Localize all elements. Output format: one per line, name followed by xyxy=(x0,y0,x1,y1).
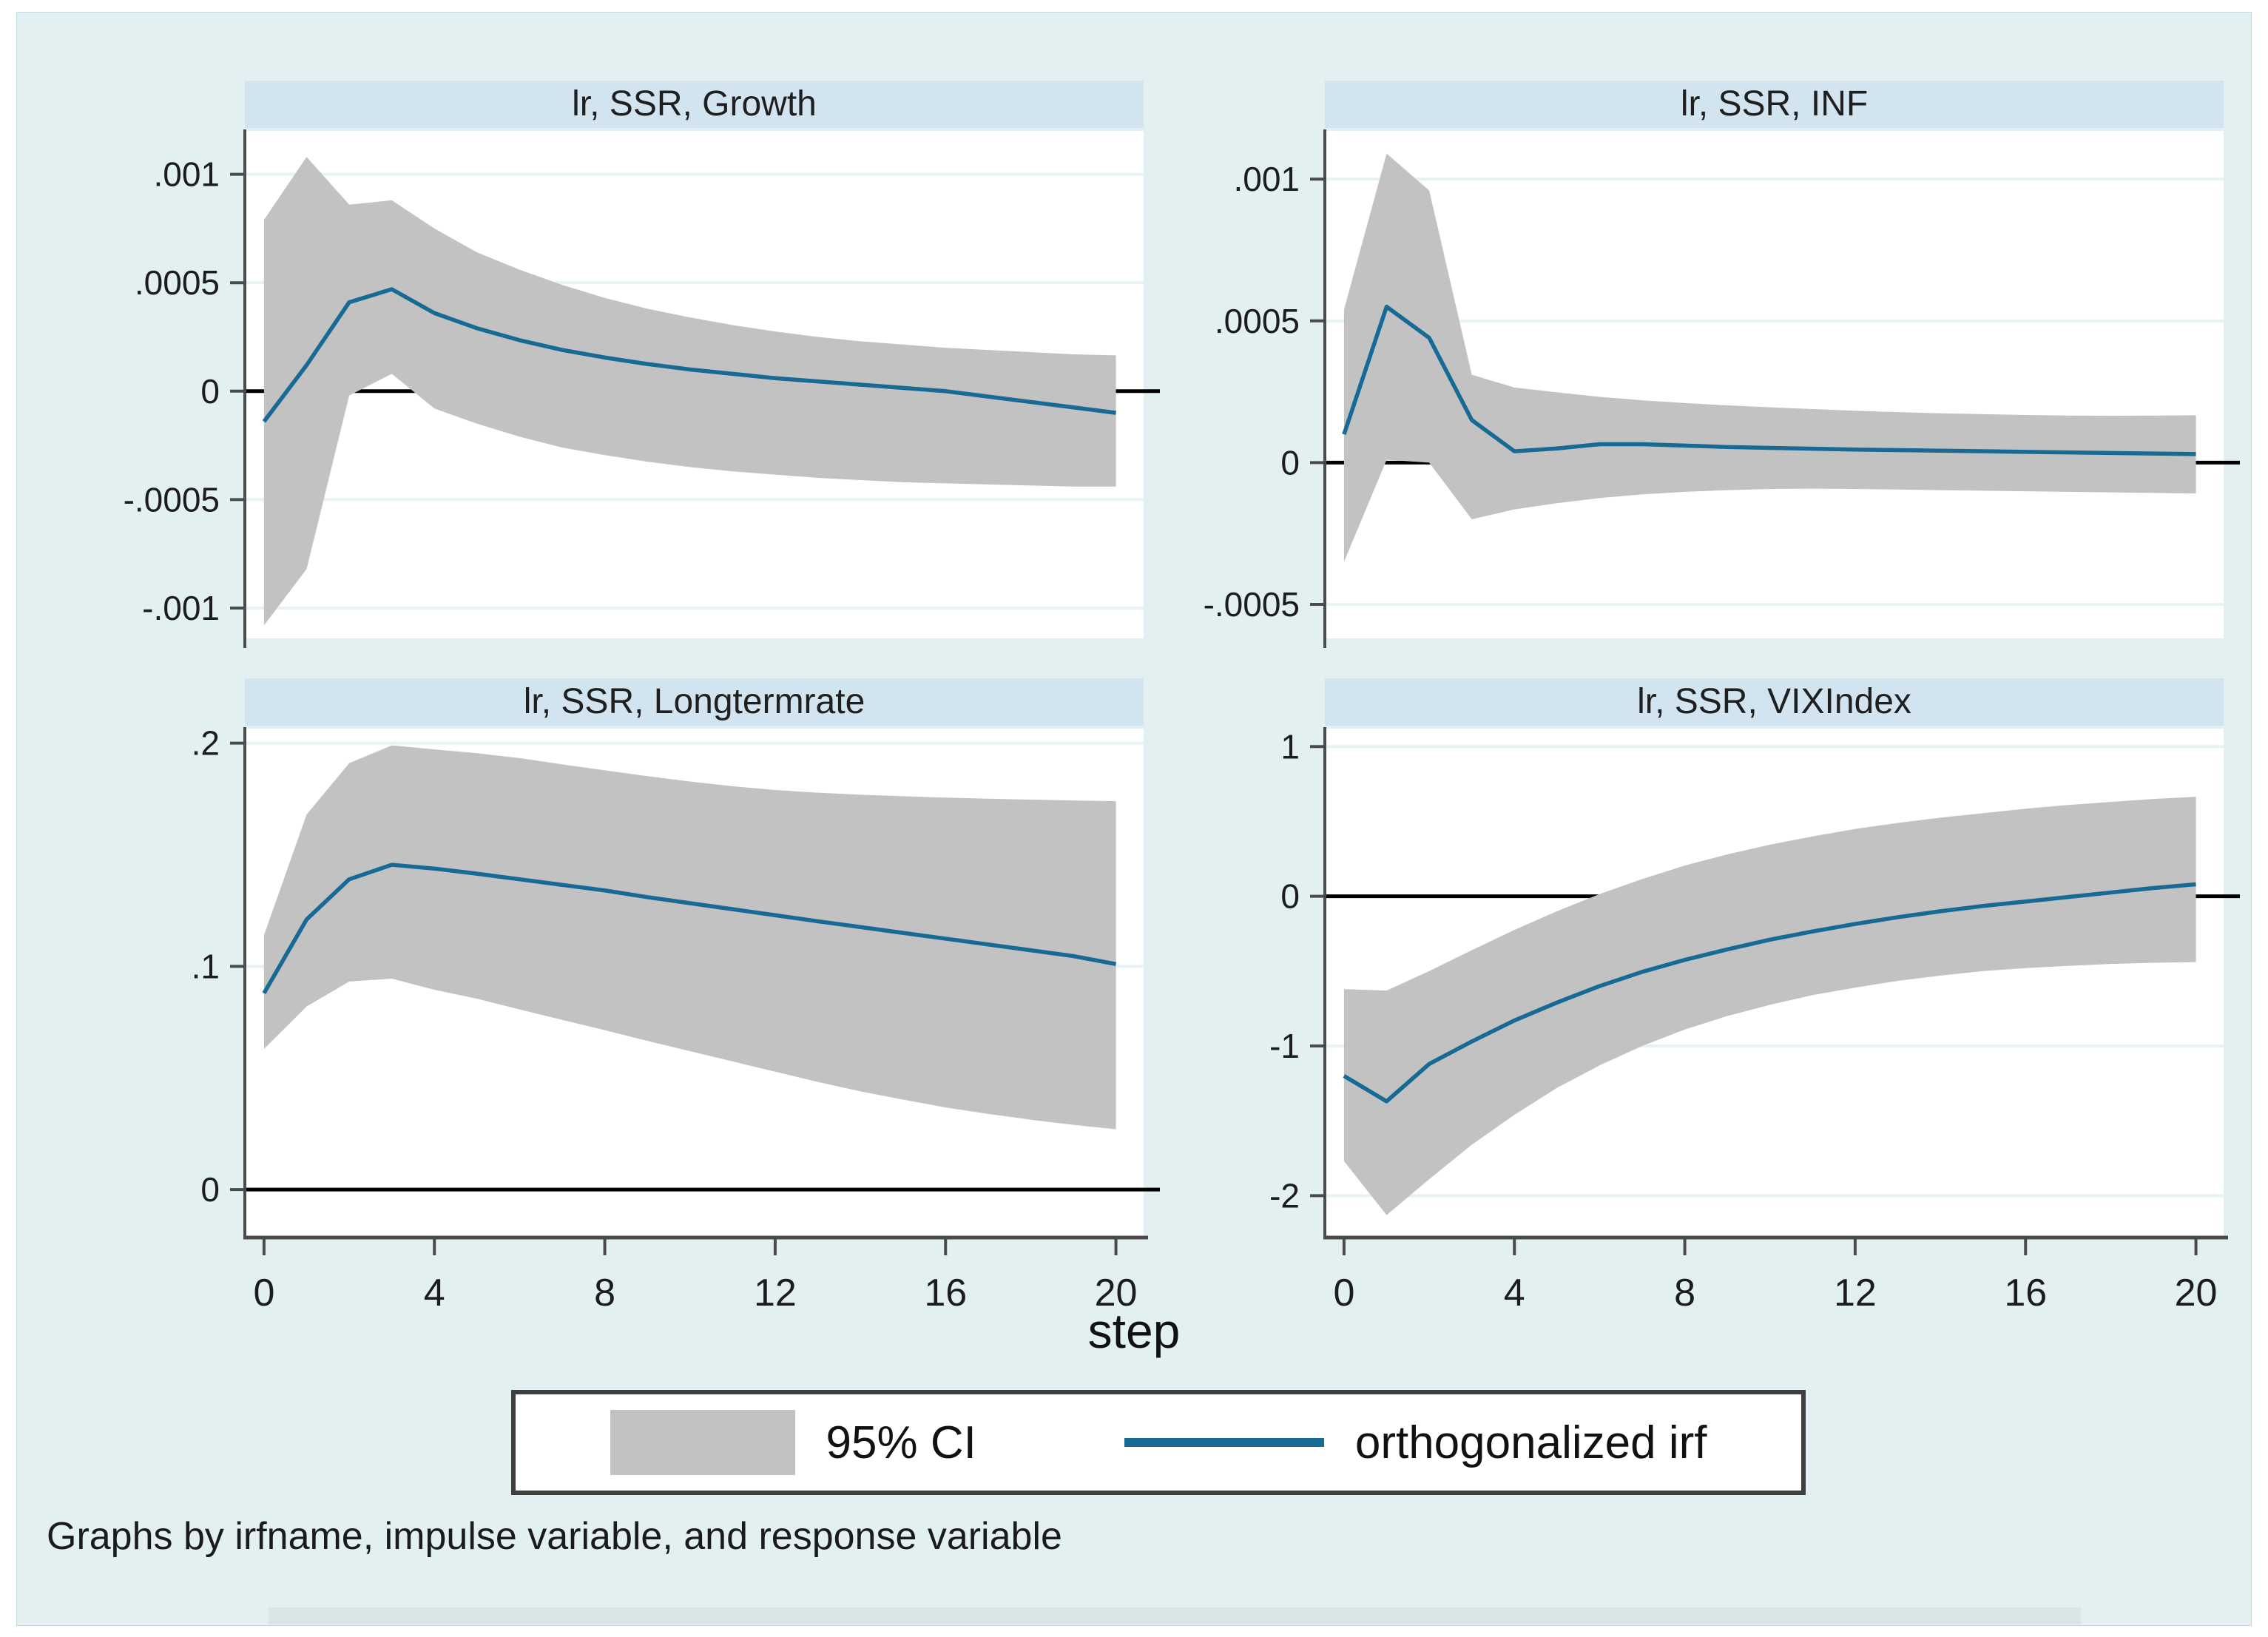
x-tick-label: 12 xyxy=(754,1272,797,1314)
ci-band xyxy=(1343,153,2196,562)
ci-band xyxy=(263,157,1116,626)
irf-panel-vixindex: lr, SSR, VIXIndex 1 0 -1 -2 0 4 8 12 16 20 xyxy=(1192,678,2242,1326)
irf-panel-inf: lr, SSR, INF .001 .0005 0 -.0005 xyxy=(1192,81,2242,650)
x-tick-label: 16 xyxy=(2004,1272,2047,1314)
bottom-shade xyxy=(269,1607,2081,1624)
irf-line xyxy=(262,863,1117,994)
x-tick-label: 16 xyxy=(924,1272,967,1314)
irf-chart-growth: .001 .0005 0 -.0005 -.001 xyxy=(124,129,1160,648)
y-tick-label: .0005 xyxy=(135,263,220,302)
ci-band xyxy=(1343,797,2196,1215)
ci-legend-label: 95% CI xyxy=(826,1417,976,1468)
panel-title-inf: lr, SSR, INF xyxy=(1325,81,2224,128)
y-tick-label: -.0005 xyxy=(124,480,220,519)
panel-title-vixindex: lr, SSR, VIXIndex xyxy=(1325,678,2224,726)
x-tick-label: 8 xyxy=(1674,1272,1695,1314)
plot-area-group: .2 .1 0 0 4 8 12 16 20 xyxy=(192,727,1160,1314)
panel-title-growth: lr, SSR, Growth xyxy=(245,81,1144,128)
x-axis-label: step xyxy=(1087,1303,1181,1358)
ci-band xyxy=(263,745,1116,1130)
y-tick-label: -.001 xyxy=(142,589,220,627)
graphs-by-note: Graphs by irfname, impulse variable, and… xyxy=(47,1515,1062,1558)
y-tick-label: 0 xyxy=(200,1170,220,1209)
plot-area-group: 1 0 -1 -2 0 4 8 12 16 20 xyxy=(1269,727,2240,1314)
x-tick-label: 20 xyxy=(2175,1272,2218,1314)
irf-chart-vixindex: 1 0 -1 -2 0 4 8 12 16 20 xyxy=(1269,727,2240,1314)
ci-band-swatch xyxy=(610,1410,795,1475)
plot-area-group: .001 .0005 0 -.0005 xyxy=(1204,129,2240,648)
irf-line xyxy=(1342,304,2196,456)
y-tick-label: -.0005 xyxy=(1204,585,1300,624)
irf-panel-growth: lr, SSR, Growth .001 .0005 0 -.0005 -.001 xyxy=(112,81,1162,650)
irf-panel-longtermrate: lr, SSR, Longtermrate .2 .1 0 0 4 8 12 16 20 xyxy=(112,678,1162,1326)
irf-line-swatch xyxy=(1124,1438,1324,1447)
y-tick-label: .001 xyxy=(153,155,220,194)
x-tick-label: 12 xyxy=(1834,1272,1877,1314)
x-tick-label: 0 xyxy=(253,1272,274,1314)
x-tick-label: 4 xyxy=(1504,1272,1525,1314)
y-tick-label: 1 xyxy=(1280,727,1300,766)
irf-legend-label: orthogonalized irf xyxy=(1354,1417,1707,1468)
y-tick-label: .0005 xyxy=(1215,302,1300,340)
irf-chart-longtermrate: .2 .1 0 0 4 8 12 16 20 xyxy=(192,727,1160,1314)
y-tick-label: 0 xyxy=(1280,877,1300,916)
irf-line xyxy=(1343,882,2196,1104)
y-tick-label: 0 xyxy=(200,372,220,411)
x-tick-label: 4 xyxy=(424,1272,445,1314)
x-tick-label: 0 xyxy=(1333,1272,1354,1314)
y-tick-label: .1 xyxy=(192,947,220,985)
y-tick-label: .001 xyxy=(1233,160,1300,198)
panel-title-longtermrate: lr, SSR, Longtermrate xyxy=(245,678,1144,726)
y-tick-label: .2 xyxy=(192,727,220,763)
graph-canvas: lr, SSR, Growth .001 .0005 0 -.0005 -.001 lr… xyxy=(16,12,2252,1626)
irf-chart-inf: .001 .0005 0 -.0005 xyxy=(1204,129,2240,648)
plot-area-group: .001 .0005 0 -.0005 -.001 xyxy=(124,129,1160,648)
y-tick-label: 0 xyxy=(1280,443,1300,482)
legend: 95% CI orthogonalized irf xyxy=(511,1390,1806,1495)
y-tick-label: -2 xyxy=(1269,1176,1300,1215)
x-tick-label: 20 xyxy=(1095,1272,1138,1314)
x-tick-label: 8 xyxy=(594,1272,615,1314)
irf-line xyxy=(262,287,1116,423)
y-tick-label: -1 xyxy=(1269,1027,1300,1065)
